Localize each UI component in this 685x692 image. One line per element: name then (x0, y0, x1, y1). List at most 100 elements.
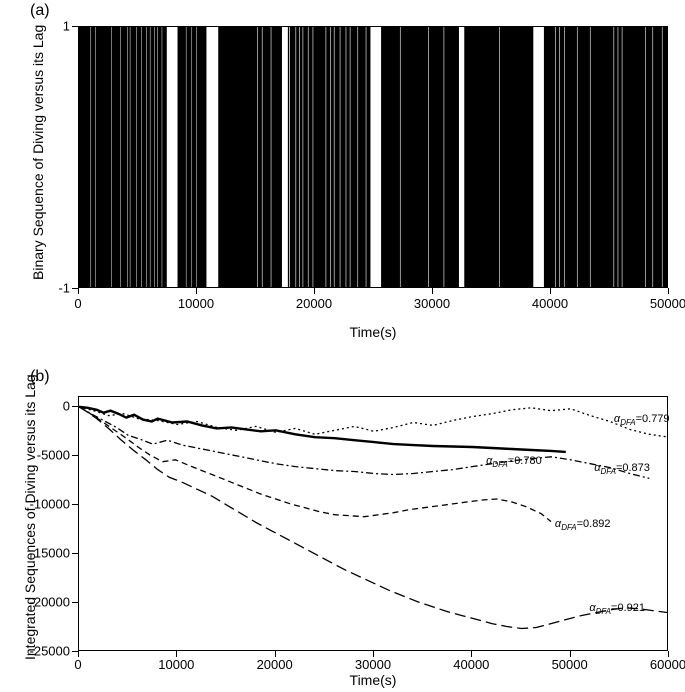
xtick-label: 40000 (532, 296, 568, 311)
ytick-label: -15000 (22, 545, 70, 560)
binary-segment (121, 27, 128, 288)
binary-segment (560, 27, 564, 288)
xtick-label: 20000 (296, 296, 332, 311)
xtick-label: 10000 (178, 296, 214, 311)
ytick-label: -10000 (22, 496, 70, 511)
xtick-label: 40000 (453, 657, 489, 672)
binary-segment (96, 27, 112, 288)
ytick (72, 602, 78, 603)
binary-segment (300, 27, 303, 288)
binary-segment (350, 27, 357, 288)
binary-segment (158, 27, 162, 288)
binary-segment (130, 27, 136, 288)
binary-segment (136, 27, 141, 288)
ytick-label: -1 (54, 281, 70, 296)
xtick-label: 30000 (414, 296, 450, 311)
binary-segment (346, 27, 350, 288)
binary-segment (444, 27, 459, 288)
ytick (72, 455, 78, 456)
ytick-label: 1 (54, 19, 70, 34)
series-s1_solid (79, 407, 566, 452)
ytick (72, 504, 78, 505)
binary-segment (79, 27, 91, 288)
xtick-label: 10000 (158, 657, 194, 672)
ytick (72, 406, 78, 407)
figure-root: (a) Binary Sequence of Diving versus its… (0, 0, 685, 692)
xtick-label: 0 (74, 657, 81, 672)
binary-segment (191, 27, 196, 288)
binary-segment (565, 27, 577, 288)
binary-segment (401, 27, 429, 288)
binary-segment (91, 27, 95, 288)
binary-segment (309, 27, 313, 288)
binary-segment (313, 27, 325, 288)
series-s3_dashdot (79, 407, 649, 479)
binary-segment (271, 27, 282, 288)
binary-segment (591, 27, 614, 288)
binary-segment (646, 27, 652, 288)
xtick-label: 50000 (552, 657, 588, 672)
binary-segment (663, 27, 668, 288)
binary-segment (556, 27, 560, 288)
binary-segment (290, 27, 296, 288)
binary-segment (500, 27, 534, 288)
binary-segment (381, 27, 400, 288)
xtick-label: 0 (74, 296, 81, 311)
ytick-label: -20000 (22, 594, 70, 609)
xtick (668, 288, 669, 294)
xtick (196, 288, 197, 294)
panel-a-ylabel: Binary Sequence of Diving versus its Lag (30, 25, 46, 280)
alpha-label-s1_solid: αDFA=0.780 (486, 455, 542, 469)
binary-segment (155, 27, 158, 288)
xtick (432, 288, 433, 294)
binary-segment (334, 27, 339, 288)
ytick (72, 553, 78, 554)
binary-segment (366, 27, 370, 288)
panel-b-ylabel: Integrated Sequences of Diving versus it… (22, 374, 38, 660)
binary-segment (112, 27, 120, 288)
ytick-label: -25000 (22, 644, 70, 659)
binary-segment (162, 27, 167, 288)
binary-segment (262, 27, 270, 288)
panel-a-plot (78, 26, 668, 288)
panel-a-xlabel: Time(s) (78, 324, 668, 340)
xtick (78, 288, 79, 294)
binary-segment (614, 27, 618, 288)
binary-segment (288, 27, 289, 288)
alpha-label-s3_dashdot: αDFA=0.873 (594, 462, 650, 476)
binary-segment (358, 27, 366, 288)
binary-segment (326, 27, 330, 288)
binary-segment (197, 27, 207, 288)
panel-a-label: (a) (30, 2, 50, 20)
ytick (72, 26, 78, 27)
binary-segment (150, 27, 154, 288)
binary-segment (429, 27, 444, 288)
binary-segment (340, 27, 345, 288)
ytick-label: 0 (22, 398, 70, 413)
series-s4_dashed (79, 407, 551, 522)
binary-segment (258, 27, 262, 288)
xtick (550, 288, 551, 294)
alpha-label-s5_longdash: αDFA=0.921 (589, 602, 645, 616)
binary-segment (147, 27, 150, 288)
binary-segment (622, 27, 645, 288)
binary-segment (186, 27, 191, 288)
alpha-label-s4_dashed: αDFA=0.892 (555, 518, 611, 532)
binary-segment (178, 27, 186, 288)
panel-a-svg (79, 27, 668, 288)
binary-segment (464, 27, 499, 288)
binary-segment (653, 27, 662, 288)
binary-segment (142, 27, 146, 288)
ytick-label: -5000 (22, 447, 70, 462)
binary-segment (218, 27, 257, 288)
series-s2_dotted_top (79, 407, 668, 437)
xtick-label: 20000 (257, 657, 293, 672)
binary-segment (578, 27, 590, 288)
alpha-label-s2_dotted_top: αDFA=0.779 (614, 413, 670, 427)
binary-segment (303, 27, 308, 288)
binary-segment (331, 27, 334, 288)
xtick-label: 30000 (355, 657, 391, 672)
binary-segment (618, 27, 622, 288)
xtick (314, 288, 315, 294)
binary-segment (544, 27, 555, 288)
